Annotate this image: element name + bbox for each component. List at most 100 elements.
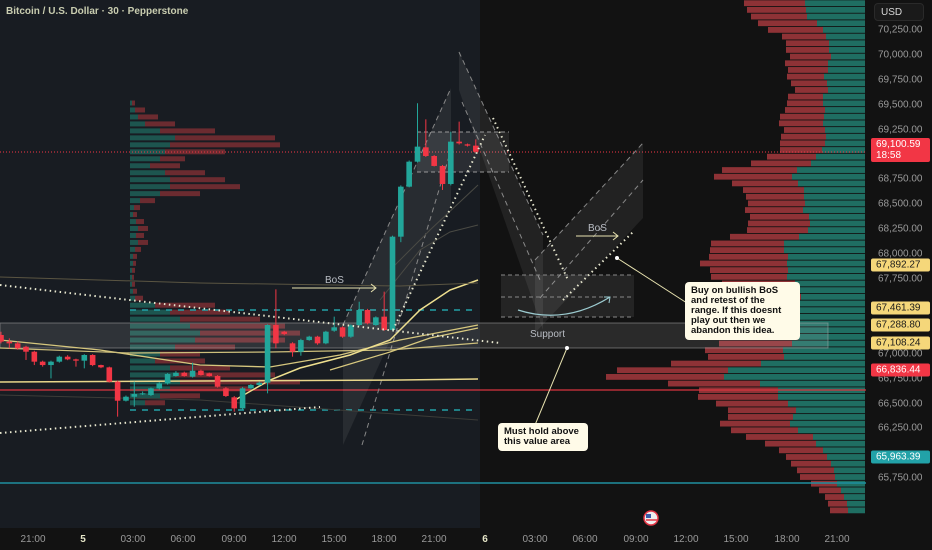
volume-profile-sell-bar [731, 427, 798, 434]
candle [456, 121, 462, 145]
candle-body [173, 372, 179, 377]
channel-mid [361, 149, 452, 446]
candle [281, 330, 288, 336]
time-tick-label: 03:00 [120, 534, 146, 545]
volume-profile-sell-bar [784, 127, 825, 133]
volume-profile-buy-bar [761, 360, 865, 367]
candle-body [273, 325, 279, 344]
top-range-box[interactable] [417, 132, 509, 172]
volume-profile-buy-bar [828, 87, 865, 93]
candle-body [123, 396, 129, 401]
session-profile-sell-bar [170, 386, 250, 392]
session-profile-sell-bar [132, 281, 135, 287]
volume-profile-sell-bar [779, 120, 823, 127]
price-tick-label: 66,250.00 [878, 422, 923, 434]
session-profile-buy-bar [130, 121, 145, 127]
volume-profile-buy-bar [783, 347, 865, 354]
session-profile-sell-bar [135, 246, 141, 252]
volume-profile-buy-bar [823, 93, 865, 100]
volume-profile-buy-bar [828, 60, 865, 67]
session-profile-buy-bar [130, 198, 140, 204]
price-tick-label: 67,750.00 [878, 273, 923, 285]
note-buy-on-bos[interactable]: Buy on bullish BoS and retest of the ran… [685, 282, 800, 340]
volume-profile-sell-bar [797, 467, 834, 474]
volume-profile-sell-bar [830, 507, 848, 514]
candle [173, 371, 179, 377]
volume-profile-sell-bar [719, 340, 792, 347]
candle-body [339, 327, 346, 337]
session-profile-buy-bar [130, 253, 133, 259]
volume-profile-buy-bar [816, 440, 865, 447]
volume-profile-buy-bar [823, 100, 865, 107]
price-tick-label: 70,250.00 [878, 24, 923, 36]
volume-profile-sell-bar [714, 173, 792, 180]
candle-body [198, 370, 204, 376]
candle-body [214, 376, 221, 387]
volume-profile-sell-bar [788, 93, 823, 100]
volume-profile-buy-bar [808, 227, 865, 233]
candle [364, 308, 371, 325]
volume-profile-buy-bar [834, 467, 865, 474]
volume-profile-sell-bar [606, 374, 724, 380]
session-profile-sell-bar [135, 295, 143, 301]
candle [248, 384, 254, 390]
candle-body [348, 325, 354, 337]
price-tick-label: 69,250.00 [878, 124, 923, 136]
session-profile-sell-bar [175, 344, 235, 350]
volume-profile-sell-bar [710, 267, 788, 274]
candle-body [98, 365, 104, 368]
candle-body [23, 346, 29, 352]
price-tick-label: 68,500.00 [878, 198, 923, 210]
volume-profile-buy-bar [784, 247, 865, 254]
volume-profile-buy-bar [841, 487, 865, 494]
session-profile-buy-bar [130, 351, 160, 357]
candle-body [164, 374, 171, 384]
note-must-hold[interactable]: Must hold above this value area [498, 423, 588, 451]
candle [348, 324, 354, 338]
candle [0, 331, 4, 344]
candle-body [248, 384, 254, 389]
volume-profile-buy-bar [793, 414, 865, 420]
volume-profile-sell-bar [788, 67, 828, 73]
candle [23, 345, 29, 360]
volume-profile-buy-bar [831, 460, 865, 467]
candle-body [231, 397, 238, 409]
session-profile-sell-bar [133, 260, 136, 266]
candle [156, 382, 163, 390]
session-profile-buy-bar [130, 260, 133, 266]
volume-profile-buy-bar [784, 240, 865, 247]
volume-profile-sell-bar [722, 167, 797, 173]
candle-body [256, 382, 263, 385]
volume-profile-buy-bar [798, 300, 865, 307]
session-profile-sell-bar [145, 121, 175, 127]
candle [131, 381, 138, 407]
note-connector-buy [616, 257, 691, 306]
price-badge-value: 67,892.27 [876, 259, 921, 271]
volume-profile-buy-bar [797, 167, 865, 173]
projected-up-channel-shape[interactable] [535, 143, 643, 333]
currency-selector[interactable]: USD [874, 3, 924, 21]
time-tick-label: 21:00 [421, 534, 447, 545]
session-profile-buy-bar [130, 163, 150, 169]
candle [339, 326, 346, 338]
session-profile-buy-bar [130, 344, 175, 350]
volume-profile-sell-bar [746, 193, 804, 200]
candle [414, 103, 421, 163]
candle [231, 396, 238, 412]
session-profile-buy-bar [130, 156, 160, 162]
volume-profile-buy-bar [788, 253, 865, 260]
price-tick-label: 68,250.00 [878, 223, 923, 235]
candle [381, 291, 387, 331]
volume-profile-sell-bar [780, 113, 824, 120]
candle-body [48, 361, 54, 366]
time-tick-label: 15:00 [321, 534, 347, 545]
us-flag-event-icon[interactable] [643, 510, 659, 526]
candle-body [181, 372, 188, 377]
price-chart[interactable] [0, 0, 866, 550]
support-label: Support [530, 329, 566, 340]
volume-profile-sell-bar [780, 140, 825, 147]
volume-profile-sell-bar [825, 494, 844, 500]
down-channel-shape[interactable] [459, 52, 543, 330]
candle [323, 330, 329, 345]
up-channel-shape[interactable] [343, 88, 451, 445]
